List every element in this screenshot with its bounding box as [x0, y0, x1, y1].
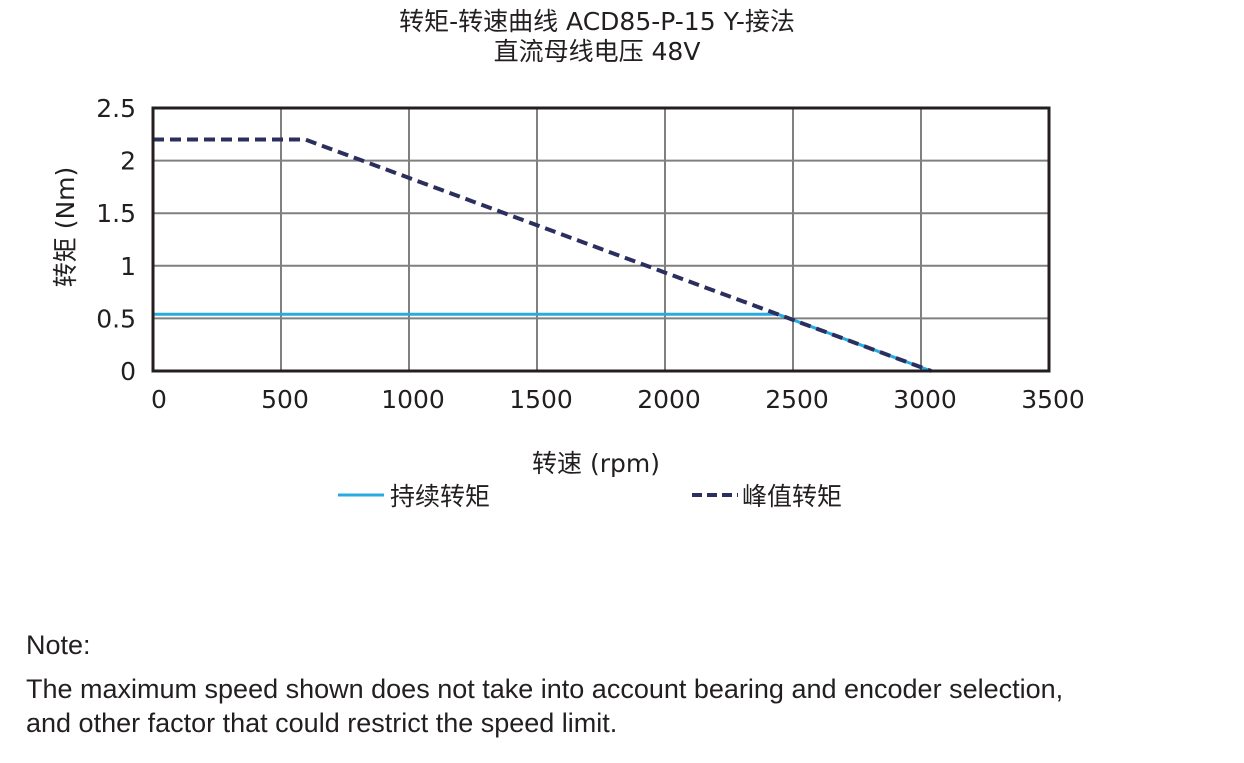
x-tick-label: 1500: [509, 385, 573, 414]
legend-item-continuous: 持续转矩: [338, 482, 490, 511]
x-tick-label: 2500: [765, 385, 829, 414]
x-tick-label: 1000: [381, 385, 445, 414]
note-line-2: and other factor that could restrict the…: [26, 708, 618, 738]
y-tick-label: 2.5: [96, 94, 136, 123]
continuous-torque-line: [153, 312, 932, 373]
note-line-1: The maximum speed shown does not take in…: [26, 674, 1064, 704]
x-tick-label: 3000: [893, 385, 957, 414]
legend-label-peak: 峰值转矩: [742, 482, 842, 511]
y-axis-ticks: 0 0.5 1 1.5 2 2.5: [96, 94, 136, 386]
legend-item-peak: 峰值转矩: [692, 482, 842, 511]
note-heading: Note:: [26, 630, 91, 660]
x-axis-ticks: 0 500 1000 1500 2000 2500 3000 3500: [151, 385, 1085, 414]
x-axis-label: 转速 (rpm): [532, 449, 660, 478]
legend: 持续转矩 峰值转矩: [338, 482, 842, 511]
grid-lines: [152, 107, 1050, 372]
y-tick-label: 2: [120, 147, 136, 176]
y-tick-label: 0: [120, 357, 136, 386]
x-tick-label: 500: [261, 385, 309, 414]
y-tick-label: 0.5: [96, 304, 136, 333]
y-axis-label: 转矩 (Nm): [51, 167, 80, 288]
peak-torque-line: [153, 137, 932, 373]
series-lines: [153, 137, 932, 373]
legend-label-continuous: 持续转矩: [390, 482, 490, 511]
torque-speed-chart: 0 0.5 1 1.5 2 2.5 0 500 1000 1500 2000 2500 3000 350…: [51, 94, 1085, 511]
plot-border: [151, 106, 1051, 373]
y-tick-label: 1.5: [96, 199, 136, 228]
x-tick-label: 2000: [637, 385, 701, 414]
x-tick-label: 0: [151, 385, 167, 414]
chart-title: 转矩-转速曲线 ACD85-P-15 Y-接法: [399, 7, 795, 36]
x-tick-label: 3500: [1021, 385, 1085, 414]
chart-subtitle: 直流母线电压 48V: [493, 37, 701, 66]
y-tick-label: 1: [120, 252, 136, 281]
